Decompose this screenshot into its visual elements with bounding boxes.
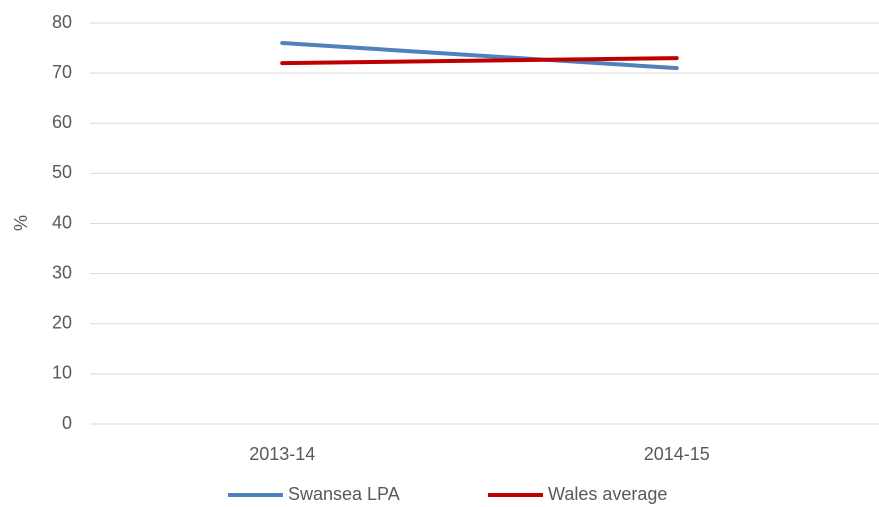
y-tick-label: 10 bbox=[52, 363, 72, 383]
legend-label: Swansea LPA bbox=[288, 484, 400, 504]
y-tick-label: 70 bbox=[52, 62, 72, 82]
series-line bbox=[280, 56, 679, 66]
y-tick-label: 50 bbox=[52, 162, 72, 182]
y-tick-label: 80 bbox=[52, 12, 72, 32]
y-tick-label: 40 bbox=[52, 212, 72, 232]
x-tick-label: 2013-14 bbox=[249, 444, 315, 464]
x-tick-label: 2014-15 bbox=[644, 444, 710, 464]
series-line bbox=[280, 41, 679, 71]
y-tick-label: 30 bbox=[52, 262, 72, 282]
y-tick-label: 0 bbox=[62, 413, 72, 433]
legend-label: Wales average bbox=[548, 484, 667, 504]
y-axis-label: % bbox=[11, 215, 31, 231]
y-tick-label: 20 bbox=[52, 313, 72, 333]
y-tick-label: 60 bbox=[52, 112, 72, 132]
